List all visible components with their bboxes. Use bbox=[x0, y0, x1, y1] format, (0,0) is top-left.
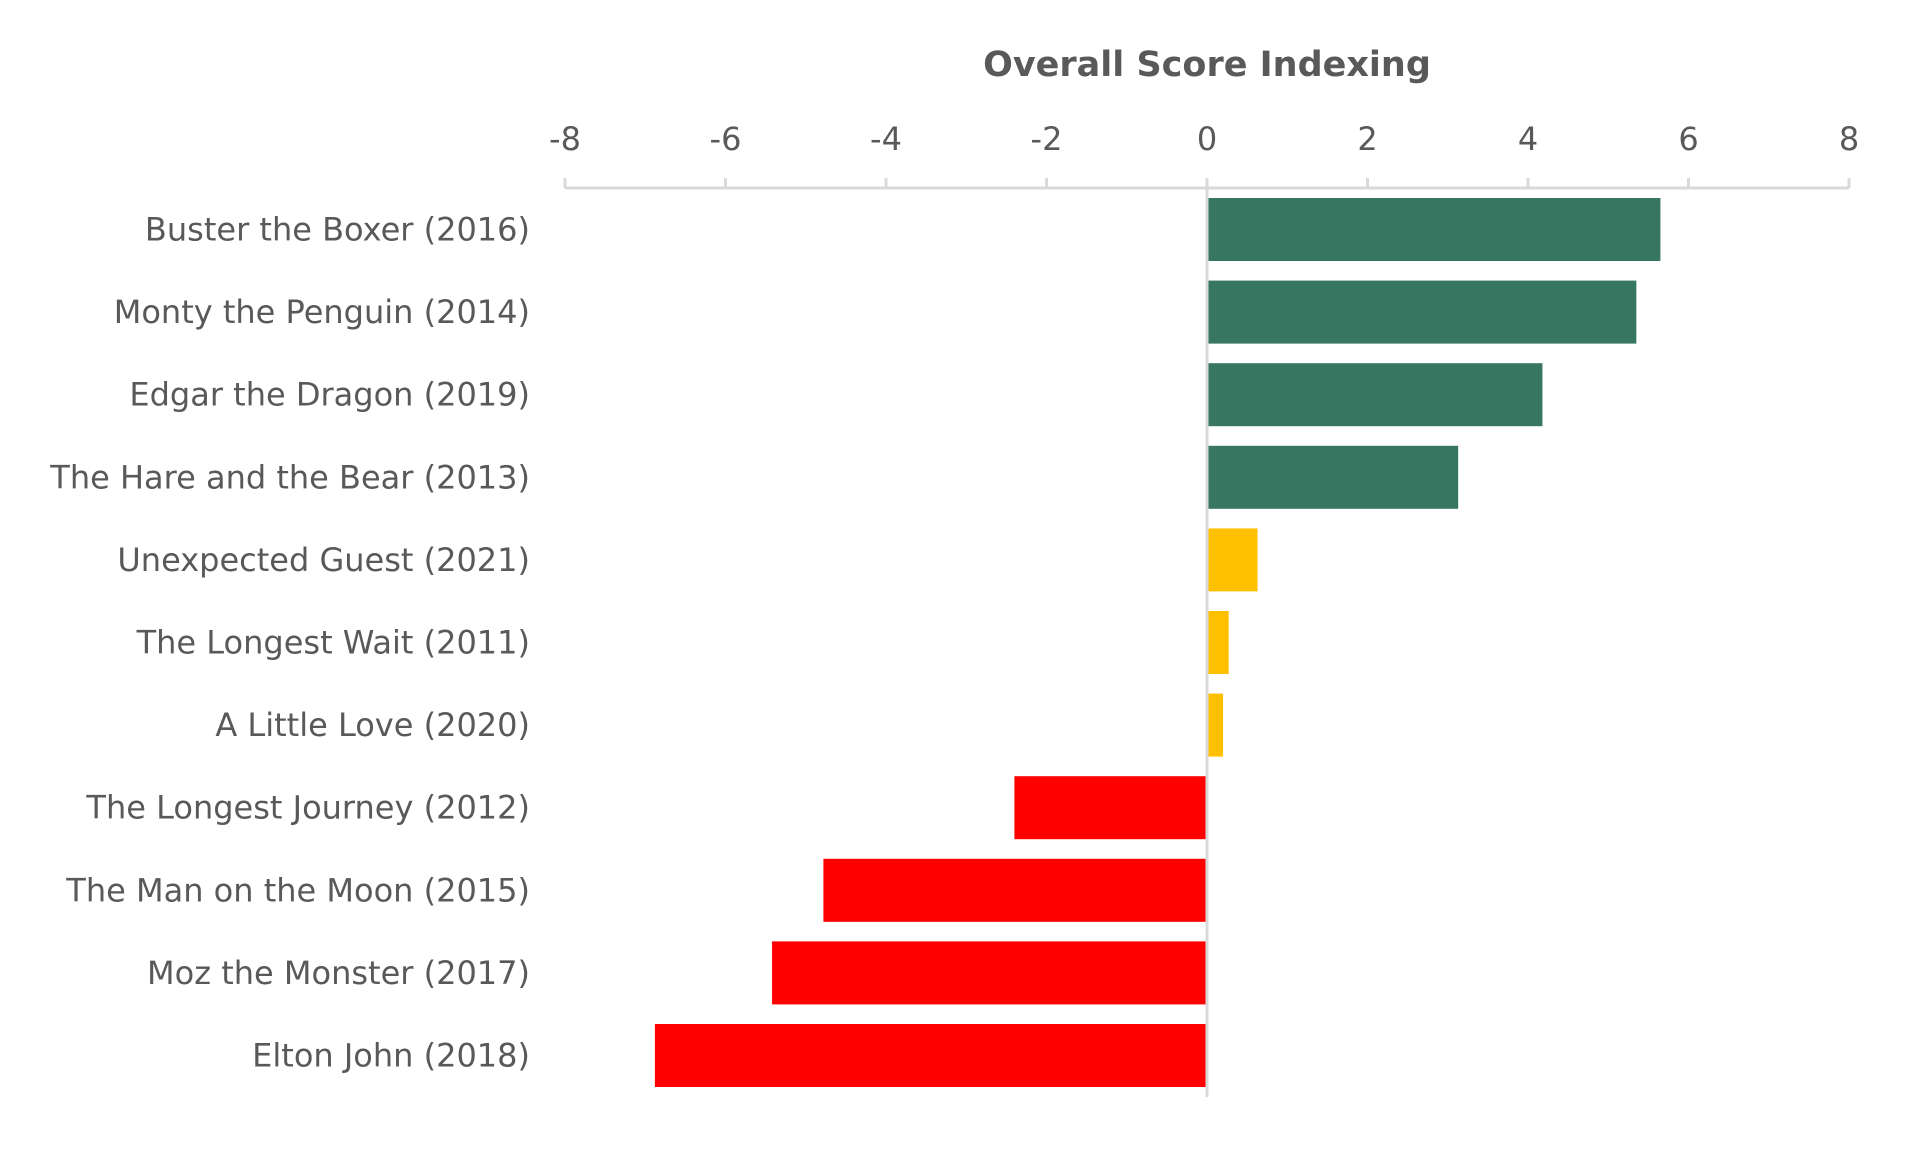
bar bbox=[823, 858, 1207, 922]
category-label: Monty the Penguin (2014) bbox=[114, 293, 530, 331]
category-label: Unexpected Guest (2021) bbox=[117, 541, 530, 579]
category-label: A Little Love (2020) bbox=[215, 706, 530, 744]
category-label: Moz the Monster (2017) bbox=[147, 954, 530, 992]
x-tick-label: 6 bbox=[1678, 120, 1698, 158]
bar bbox=[1207, 363, 1543, 427]
bar bbox=[1207, 611, 1229, 674]
x-tick-label: -8 bbox=[549, 120, 581, 158]
bar bbox=[772, 941, 1207, 1005]
bar bbox=[1207, 445, 1459, 509]
x-tick-label: 8 bbox=[1839, 120, 1859, 158]
category-label: Edgar the Dragon (2019) bbox=[129, 376, 530, 414]
bar bbox=[1207, 280, 1637, 344]
chart-title: Overall Score Indexing bbox=[983, 45, 1431, 85]
category-label: Buster the Boxer (2016) bbox=[145, 211, 530, 249]
category-label: Elton John (2018) bbox=[252, 1037, 530, 1075]
category-label: The Hare and the Bear (2013) bbox=[49, 458, 530, 496]
x-tick-label: 2 bbox=[1357, 120, 1377, 158]
category-labels: Buster the Boxer (2016) Monty the Penguin… bbox=[49, 211, 530, 1075]
x-tick-label: 0 bbox=[1197, 120, 1217, 158]
x-tick-label: -2 bbox=[1031, 120, 1063, 158]
bar bbox=[654, 1024, 1207, 1087]
category-label: The Man on the Moon (2015) bbox=[65, 871, 530, 909]
bar bbox=[1207, 198, 1661, 261]
x-axis: -8 -6 -4 -2 0 2 4 6 8 bbox=[549, 120, 1859, 190]
bar bbox=[1207, 528, 1258, 592]
bar bbox=[1014, 776, 1207, 840]
category-label: The Longest Wait (2011) bbox=[136, 624, 530, 662]
x-tick-label: -4 bbox=[870, 120, 902, 158]
bars bbox=[654, 198, 1661, 1087]
x-tick-label: 4 bbox=[1518, 120, 1538, 158]
category-label: The Longest Journey (2012) bbox=[85, 789, 530, 827]
bar bbox=[1207, 693, 1224, 757]
x-tick-label: -6 bbox=[710, 120, 742, 158]
